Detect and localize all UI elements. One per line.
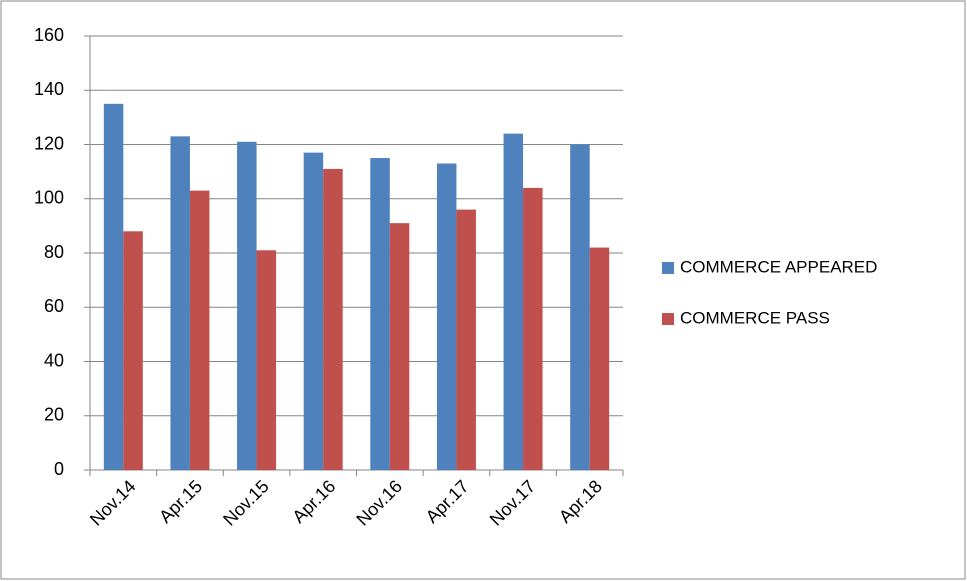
bar — [370, 158, 390, 470]
bar — [323, 168, 343, 470]
bar — [123, 231, 143, 470]
bar — [303, 152, 324, 470]
bar — [237, 141, 257, 470]
y-tick-label: 20 — [44, 405, 64, 425]
y-tick-label: 80 — [44, 242, 64, 262]
bar — [189, 190, 210, 471]
bar — [170, 136, 190, 471]
y-tick-label: 60 — [44, 296, 64, 316]
bar — [436, 163, 457, 471]
y-tick-label: 120 — [34, 133, 64, 153]
y-tick-label: 160 — [34, 25, 64, 45]
y-tick-label: 40 — [44, 350, 64, 370]
bar — [256, 250, 277, 470]
legend-swatch — [662, 313, 674, 325]
bar — [589, 247, 610, 470]
y-tick-label: 140 — [34, 79, 64, 99]
legend-label: COMMERCE APPEARED — [680, 257, 877, 276]
bar — [456, 209, 476, 470]
bar — [103, 103, 124, 470]
legend-label: COMMERCE PASS — [680, 308, 830, 327]
legend-swatch — [662, 262, 674, 274]
bar — [503, 133, 524, 470]
y-tick-label: 100 — [34, 188, 64, 208]
y-tick-label: 0 — [54, 459, 64, 479]
bar — [389, 223, 410, 470]
bar — [570, 144, 590, 470]
bar — [523, 187, 543, 470]
